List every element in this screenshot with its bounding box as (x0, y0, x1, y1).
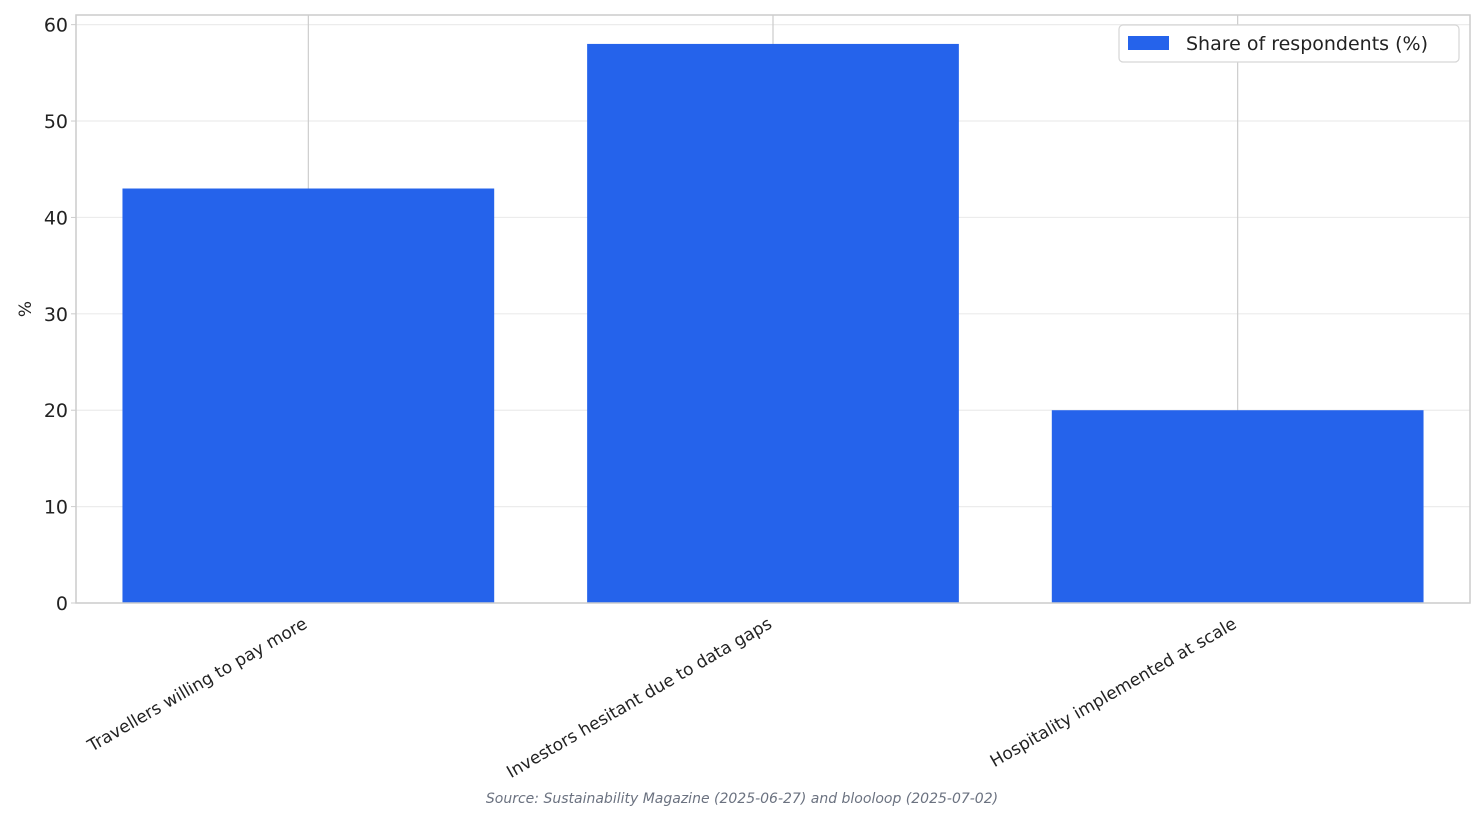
legend-box (1118, 24, 1460, 63)
y-tick-label: 50 (44, 111, 68, 133)
y-tick-label: 0 (56, 593, 68, 615)
legend-swatch (1128, 36, 1169, 50)
x-tick-label: Travellers willing to pay more (84, 614, 311, 757)
x-tick-label: Hospitality implemented at scale (987, 614, 1240, 772)
legend-label: Share of respondents (%) (1186, 33, 1428, 55)
y-tick-label: 10 (44, 497, 68, 519)
y-tick-label: 30 (44, 304, 68, 326)
y-tick-label: 60 (44, 15, 68, 37)
plot-frame (75, 14, 1471, 604)
y-tick-label: 40 (44, 207, 68, 229)
x-tick-label: Investors hesitant due to data gaps (503, 614, 775, 783)
bar (122, 188, 495, 604)
source-note: Source: Sustainability Magazine (2025-06… (485, 791, 999, 807)
y-tick-label: 20 (44, 400, 68, 422)
bar (587, 43, 959, 604)
bar (1051, 410, 1424, 603)
y-axis-label: % (16, 301, 36, 317)
